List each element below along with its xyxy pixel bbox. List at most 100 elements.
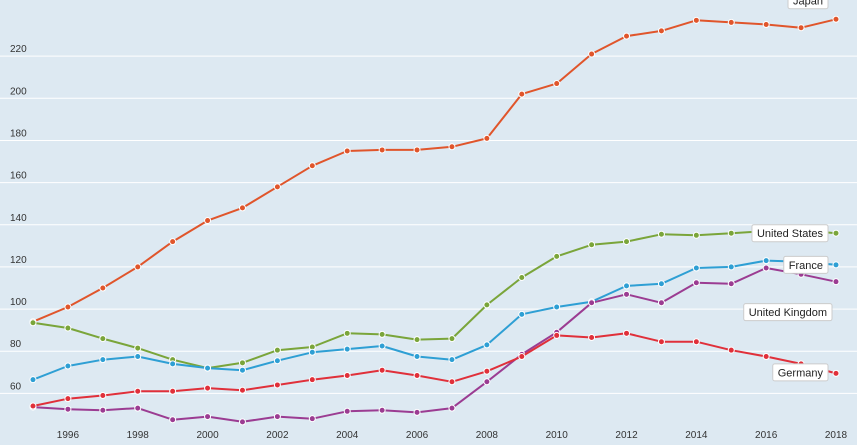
- data-point[interactable]: [134, 344, 142, 352]
- data-point[interactable]: [308, 162, 316, 170]
- data-point[interactable]: [169, 238, 177, 246]
- data-point[interactable]: [169, 387, 177, 395]
- data-point[interactable]: [832, 15, 840, 23]
- data-point[interactable]: [413, 353, 421, 360]
- data-point[interactable]: [657, 299, 665, 307]
- data-point[interactable]: [238, 418, 246, 426]
- data-point[interactable]: [727, 18, 735, 26]
- data-point[interactable]: [483, 378, 491, 386]
- data-point[interactable]: [378, 366, 386, 374]
- data-point[interactable]: [692, 264, 700, 272]
- data-point[interactable]: [657, 27, 665, 35]
- data-point[interactable]: [588, 299, 596, 307]
- data-point[interactable]: [134, 387, 142, 395]
- data-point[interactable]: [29, 402, 37, 410]
- data-point[interactable]: [483, 134, 491, 142]
- data-point[interactable]: [273, 346, 281, 354]
- data-point[interactable]: [518, 310, 526, 318]
- data-point[interactable]: [99, 356, 107, 364]
- data-point[interactable]: [64, 395, 72, 403]
- data-point[interactable]: [99, 406, 107, 414]
- data-point[interactable]: [762, 21, 770, 29]
- data-point[interactable]: [588, 241, 596, 249]
- data-point[interactable]: [448, 335, 456, 343]
- data-point[interactable]: [134, 263, 142, 271]
- data-point[interactable]: [29, 376, 37, 384]
- data-point[interactable]: [588, 334, 596, 342]
- data-point[interactable]: [343, 371, 351, 379]
- data-point[interactable]: [623, 238, 631, 246]
- data-point[interactable]: [553, 252, 561, 260]
- data-point[interactable]: [273, 183, 281, 191]
- data-point[interactable]: [623, 329, 631, 337]
- data-point[interactable]: [762, 353, 770, 360]
- data-point[interactable]: [448, 404, 456, 412]
- data-point[interactable]: [343, 147, 351, 155]
- data-point[interactable]: [797, 24, 805, 32]
- data-point[interactable]: [238, 359, 246, 367]
- data-point[interactable]: [832, 229, 840, 237]
- data-point[interactable]: [623, 282, 631, 290]
- data-point[interactable]: [553, 331, 561, 339]
- data-point[interactable]: [448, 378, 456, 386]
- data-point[interactable]: [308, 415, 316, 423]
- data-point[interactable]: [448, 143, 456, 151]
- data-point[interactable]: [273, 381, 281, 389]
- data-point[interactable]: [378, 330, 386, 338]
- data-point[interactable]: [692, 279, 700, 287]
- data-point[interactable]: [64, 405, 72, 413]
- data-point[interactable]: [448, 356, 456, 364]
- data-point[interactable]: [413, 408, 421, 416]
- data-point[interactable]: [169, 416, 177, 424]
- data-point[interactable]: [204, 384, 212, 392]
- data-point[interactable]: [378, 406, 386, 414]
- data-point[interactable]: [378, 342, 386, 350]
- data-point[interactable]: [657, 280, 665, 288]
- data-point[interactable]: [99, 335, 107, 343]
- data-point[interactable]: [588, 50, 596, 58]
- data-point[interactable]: [762, 257, 770, 265]
- data-point[interactable]: [483, 367, 491, 375]
- data-point[interactable]: [832, 369, 840, 377]
- data-point[interactable]: [413, 336, 421, 344]
- data-point[interactable]: [413, 146, 421, 154]
- data-point[interactable]: [518, 90, 526, 98]
- data-point[interactable]: [727, 263, 735, 271]
- data-point[interactable]: [273, 357, 281, 365]
- data-point[interactable]: [134, 404, 142, 412]
- data-point[interactable]: [518, 273, 526, 281]
- data-point[interactable]: [343, 329, 351, 337]
- data-point[interactable]: [483, 341, 491, 349]
- data-point[interactable]: [762, 264, 770, 272]
- data-point[interactable]: [553, 80, 561, 88]
- data-point[interactable]: [832, 261, 840, 269]
- data-point[interactable]: [204, 413, 212, 421]
- data-point[interactable]: [99, 284, 107, 292]
- data-point[interactable]: [64, 303, 72, 311]
- data-point[interactable]: [169, 360, 177, 368]
- data-point[interactable]: [518, 353, 526, 360]
- data-point[interactable]: [553, 303, 561, 311]
- data-point[interactable]: [238, 204, 246, 212]
- data-point[interactable]: [238, 386, 246, 394]
- data-point[interactable]: [832, 278, 840, 286]
- data-point[interactable]: [727, 346, 735, 354]
- data-point[interactable]: [64, 362, 72, 370]
- data-point[interactable]: [727, 280, 735, 288]
- data-point[interactable]: [204, 364, 212, 372]
- data-point[interactable]: [692, 231, 700, 239]
- data-point[interactable]: [308, 348, 316, 356]
- data-point[interactable]: [238, 366, 246, 374]
- data-point[interactable]: [343, 407, 351, 415]
- data-point[interactable]: [657, 338, 665, 346]
- data-point[interactable]: [378, 146, 386, 154]
- data-point[interactable]: [64, 324, 72, 332]
- data-point[interactable]: [343, 345, 351, 353]
- data-point[interactable]: [413, 371, 421, 379]
- data-point[interactable]: [727, 229, 735, 237]
- data-point[interactable]: [623, 290, 631, 298]
- data-point[interactable]: [623, 32, 631, 40]
- data-point[interactable]: [204, 217, 212, 225]
- data-point[interactable]: [692, 16, 700, 24]
- data-point[interactable]: [308, 376, 316, 384]
